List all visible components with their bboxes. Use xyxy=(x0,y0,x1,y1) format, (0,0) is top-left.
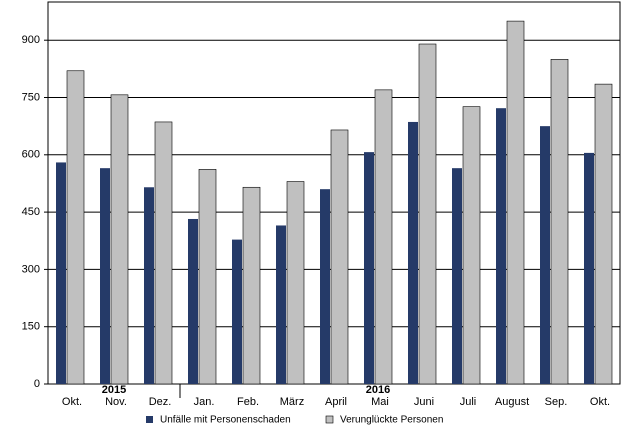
x-tick-label: Jan. xyxy=(194,396,215,408)
bar xyxy=(56,162,66,384)
x-tick-label: Okt. xyxy=(62,396,82,408)
x-tick-label: August xyxy=(495,396,529,408)
legend-label: Verunglückte Personen xyxy=(340,415,443,426)
x-tick-label: Dez. xyxy=(149,396,172,408)
y-tick-label: 900 xyxy=(22,34,40,46)
bar xyxy=(286,181,305,385)
year-label: 2015 xyxy=(102,384,126,396)
bar xyxy=(276,225,286,384)
bar xyxy=(584,152,594,384)
bar xyxy=(550,58,569,385)
bar xyxy=(330,129,349,385)
bar xyxy=(594,83,613,385)
bar xyxy=(462,106,481,385)
y-tick-label: 750 xyxy=(22,91,40,103)
bar xyxy=(110,94,129,385)
y-tick-label: 300 xyxy=(22,263,40,275)
x-tick-label: April xyxy=(325,396,347,408)
year-label: 2016 xyxy=(366,384,390,396)
bar xyxy=(188,218,198,384)
bar xyxy=(232,239,242,384)
y-tick-label: 600 xyxy=(22,149,40,161)
bar xyxy=(198,169,217,385)
y-tick-label: 150 xyxy=(22,321,40,333)
x-tick-label: Mai xyxy=(371,396,389,408)
bar xyxy=(418,43,437,385)
bar xyxy=(408,121,418,384)
bar xyxy=(66,70,85,385)
x-tick-label: Nov. xyxy=(105,396,127,408)
x-tick-label: Juli xyxy=(460,396,477,408)
bar xyxy=(452,168,462,384)
y-tick-label: 0 xyxy=(34,378,40,390)
bar xyxy=(364,152,374,384)
bar xyxy=(496,108,506,385)
bar xyxy=(506,20,525,385)
legend-swatch xyxy=(146,416,153,423)
x-tick-label: Sep. xyxy=(545,396,568,408)
bar xyxy=(100,168,110,384)
bar xyxy=(154,121,173,385)
legend-label: Unfälle mit Personenschaden xyxy=(160,415,291,426)
x-tick-label: Feb. xyxy=(237,396,259,408)
bar xyxy=(374,89,393,385)
y-tick-label: 450 xyxy=(22,206,40,218)
bar xyxy=(320,189,330,384)
bar xyxy=(144,187,154,384)
x-tick-label: März xyxy=(280,396,304,408)
bar xyxy=(242,186,261,385)
x-tick-label: Juni xyxy=(414,396,434,408)
bar xyxy=(540,126,550,385)
x-tick-label: Okt. xyxy=(590,396,610,408)
legend-swatch xyxy=(325,415,334,424)
